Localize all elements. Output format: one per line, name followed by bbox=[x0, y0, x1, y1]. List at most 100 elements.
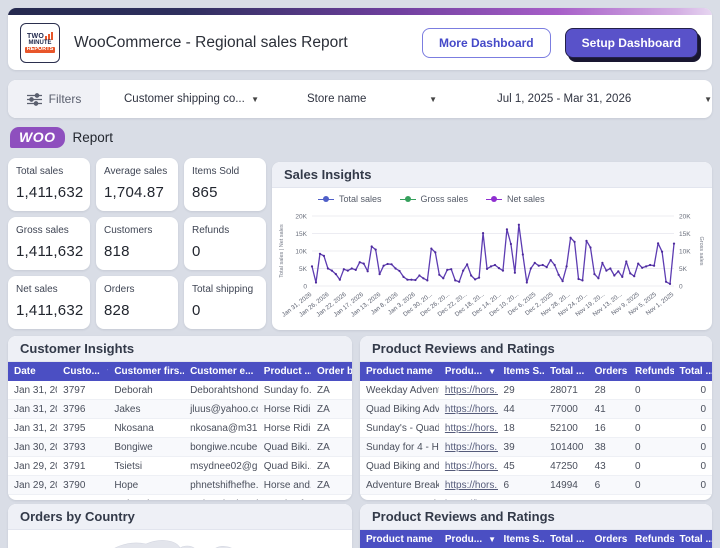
orders-by-country-panel: Orders by Country bbox=[8, 504, 352, 548]
table-cell: Sunday's - Quad ... bbox=[360, 418, 439, 438]
svg-text:15K: 15K bbox=[679, 231, 691, 238]
column-header[interactable]: Refunds bbox=[629, 530, 674, 548]
customer-insights-title: Customer Insights bbox=[8, 336, 352, 362]
column-header[interactable]: Orders bbox=[588, 362, 630, 381]
table-cell: 0 bbox=[673, 437, 712, 457]
product-reviews-table: Product name Produ... ▼ Items S... Total ...… bbox=[360, 362, 712, 500]
filter-store-name-dropdown[interactable]: Store name ▼ bbox=[307, 80, 437, 118]
woo-logo: WOO bbox=[10, 127, 65, 148]
column-header[interactable]: Total ... bbox=[673, 530, 712, 548]
kpi-label: Average sales bbox=[104, 166, 168, 177]
product-link[interactable]: https://hors... bbox=[438, 437, 498, 457]
table-cell: Deborahtshond... bbox=[184, 381, 258, 400]
table-cell: 0 bbox=[673, 418, 712, 438]
table-cell: 3795 bbox=[57, 418, 109, 438]
column-header[interactable]: Total ... bbox=[673, 362, 712, 381]
column-header[interactable]: Produ... ▼ bbox=[438, 362, 498, 381]
table-cell: 3789 bbox=[57, 494, 109, 500]
table-cell: Jan 29, 20... bbox=[8, 494, 58, 500]
product-link[interactable]: https://hors... bbox=[438, 381, 498, 400]
filter-shipping-country-dropdown[interactable]: Customer shipping co... ▼ bbox=[124, 80, 259, 118]
table-row: Adventure Breaka...https://hors...614994… bbox=[360, 475, 712, 495]
table-cell: 0 bbox=[629, 456, 674, 476]
chevron-down-icon: ▼ bbox=[429, 94, 437, 104]
kpi-label: Net sales bbox=[16, 284, 58, 295]
setup-dashboard-button[interactable]: Setup Dashboard bbox=[564, 27, 698, 58]
kpi-label: Refunds bbox=[192, 225, 230, 236]
column-header[interactable]: Date bbox=[8, 362, 58, 381]
table-cell: Quad Biki... bbox=[257, 437, 312, 457]
table-cell: 0 bbox=[629, 381, 674, 400]
column-header[interactable]: Total ... bbox=[544, 362, 589, 381]
table-cell: 3797 bbox=[57, 381, 109, 400]
kpi-value: 1,704.87 bbox=[104, 184, 164, 201]
svg-text:5K: 5K bbox=[679, 266, 688, 273]
table-cell: 0 bbox=[673, 399, 712, 419]
sort-caret-icon: ▼ bbox=[106, 367, 109, 376]
product-link[interactable]: https://hors... bbox=[438, 418, 498, 438]
sales-insights-title: Sales Insights bbox=[272, 162, 712, 188]
sales-line-chart[interactable]: 20K 20K 15K 15K 10K 10K 5K 5K 0 0 Total sales | Ne… bbox=[276, 206, 708, 328]
kpi-label: Total shipping bbox=[192, 284, 254, 295]
world-map[interactable] bbox=[8, 530, 352, 548]
kpi-customers: Customers 818 bbox=[96, 217, 178, 270]
product-link[interactable]: https://hors... bbox=[438, 456, 498, 476]
product-link[interactable]: https://hors... bbox=[438, 494, 498, 500]
product-link[interactable]: https://hors... bbox=[438, 399, 498, 419]
table-row: Quad Biking Adve...https://hors...447700… bbox=[360, 399, 712, 419]
two-minute-reports-logo: TWO MINUTE REPORTS bbox=[20, 22, 60, 63]
table-row: Jan 31, 20...3796Jakesjluus@yahoo.comHor… bbox=[8, 399, 352, 419]
column-header[interactable]: Total ... bbox=[544, 530, 589, 548]
filter-date-range-dropdown[interactable]: Jul 1, 2025 - Mar 31, 2026 ▼ bbox=[497, 80, 712, 118]
chevron-down-icon: ▼ bbox=[704, 94, 712, 104]
product-reviews-table-2: Product name Produ... ▼ Items S... Total ...… bbox=[360, 530, 712, 548]
table-cell: Hope bbox=[108, 475, 185, 495]
table-cell: 3790 bbox=[57, 475, 109, 495]
kpi-total-shipping: Total shipping 0 bbox=[184, 276, 266, 329]
table-cell: 38 bbox=[588, 437, 630, 457]
product-reviews-title: Product Reviews and Ratings bbox=[360, 336, 712, 362]
column-header[interactable]: Customer e... bbox=[184, 362, 258, 381]
legend-marker-icon bbox=[399, 196, 416, 202]
column-header[interactable]: Customer firs... bbox=[108, 362, 185, 381]
table-cell: msydnee02@g... bbox=[184, 456, 258, 476]
chart-legend: Total sales Gross sales Net sales bbox=[272, 188, 712, 204]
column-header[interactable]: Order bi... bbox=[311, 362, 352, 381]
more-dashboard-button[interactable]: More Dashboard bbox=[421, 27, 551, 58]
kpi-value: 0 bbox=[192, 243, 201, 260]
table-cell: Jan 30, 20... bbox=[8, 437, 58, 457]
column-header[interactable]: Produ... ▼ bbox=[438, 530, 498, 548]
svg-text:20K: 20K bbox=[295, 213, 307, 220]
filters-bar: Filters Customer shipping co... ▼ Store … bbox=[8, 80, 712, 118]
svg-text:15K: 15K bbox=[295, 231, 307, 238]
kpi-orders: Orders 828 bbox=[96, 276, 178, 329]
report-label: Report bbox=[72, 130, 114, 145]
legend-item[interactable]: Gross sales bbox=[399, 194, 468, 204]
table-cell: 0 bbox=[629, 399, 674, 419]
kpi-net-sales: Net sales 1,411,632 bbox=[8, 276, 90, 329]
sliders-icon bbox=[26, 92, 42, 106]
product-link[interactable]: https://hors... bbox=[438, 475, 498, 495]
table-cell: ZA bbox=[311, 418, 352, 438]
column-header[interactable]: Product name bbox=[360, 530, 439, 548]
table-cell: 39 bbox=[497, 437, 545, 457]
table-cell: Quad Biki... bbox=[257, 456, 312, 476]
column-header[interactable]: Orders bbox=[588, 530, 630, 548]
kpi-value: 865 bbox=[192, 184, 218, 201]
table-cell: 29 bbox=[497, 381, 545, 400]
filters-toggle[interactable]: Filters bbox=[8, 80, 100, 118]
column-header[interactable]: Product ... bbox=[257, 362, 312, 381]
kpi-value: 1,411,632 bbox=[16, 184, 84, 201]
legend-item[interactable]: Net sales bbox=[486, 194, 545, 204]
table-cell: 44 bbox=[497, 399, 545, 419]
table-cell: 0 bbox=[629, 437, 674, 457]
legend-item[interactable]: Total sales bbox=[318, 194, 382, 204]
column-header[interactable]: Items S... bbox=[497, 362, 545, 381]
column-header[interactable]: Product name bbox=[360, 362, 439, 381]
table-row: Quad Biking and ...https://hors...454725… bbox=[360, 456, 712, 476]
column-header[interactable]: Items S... bbox=[497, 530, 545, 548]
column-header[interactable]: Custo...▼ bbox=[57, 362, 109, 381]
kpi-refunds: Refunds 0 bbox=[184, 217, 266, 270]
table-cell: Deborah bbox=[108, 381, 185, 400]
column-header[interactable]: Refunds bbox=[629, 362, 674, 381]
